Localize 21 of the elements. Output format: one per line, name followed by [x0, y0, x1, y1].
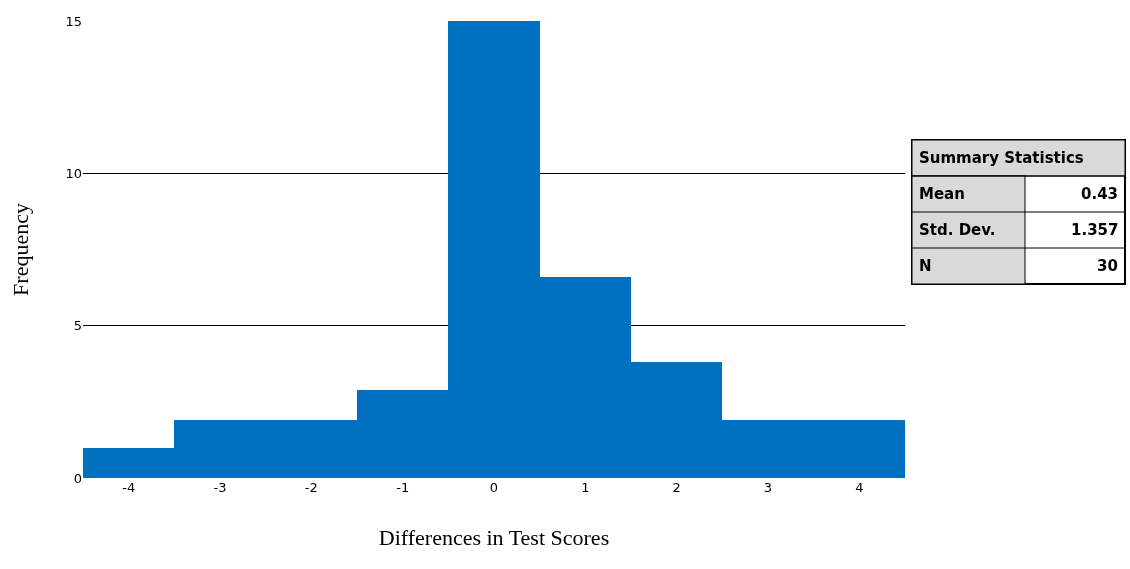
text: 1.357 [1071, 221, 1119, 239]
text: Mean [919, 185, 965, 203]
x-tick-label: 3 [763, 480, 773, 495]
text: N [919, 257, 932, 275]
x-tick-label: -3 [213, 480, 227, 495]
y-tick-label: 15 [65, 13, 82, 29]
x-tick-label: 4 [855, 480, 864, 495]
y-axis-title: Frequency [8, 203, 34, 296]
text: Std. Dev. [919, 221, 996, 239]
x-tick-label: 1 [581, 480, 590, 495]
text: 0.43 [1081, 185, 1119, 203]
y-tick-label: 10 [65, 165, 82, 181]
x-tick-label: 0 [489, 480, 499, 495]
y-tick-label: 5 [73, 318, 82, 334]
x-axis-title: Differences in Test Scores [378, 524, 610, 550]
x-tick-label: -2 [304, 480, 318, 495]
x-tick-label: -4 [122, 480, 136, 495]
x-tick-label: 2 [672, 480, 681, 495]
text: 30 [1097, 257, 1118, 275]
x-tick-label: -1 [396, 480, 410, 495]
text: Summary Statistics [919, 149, 1084, 167]
